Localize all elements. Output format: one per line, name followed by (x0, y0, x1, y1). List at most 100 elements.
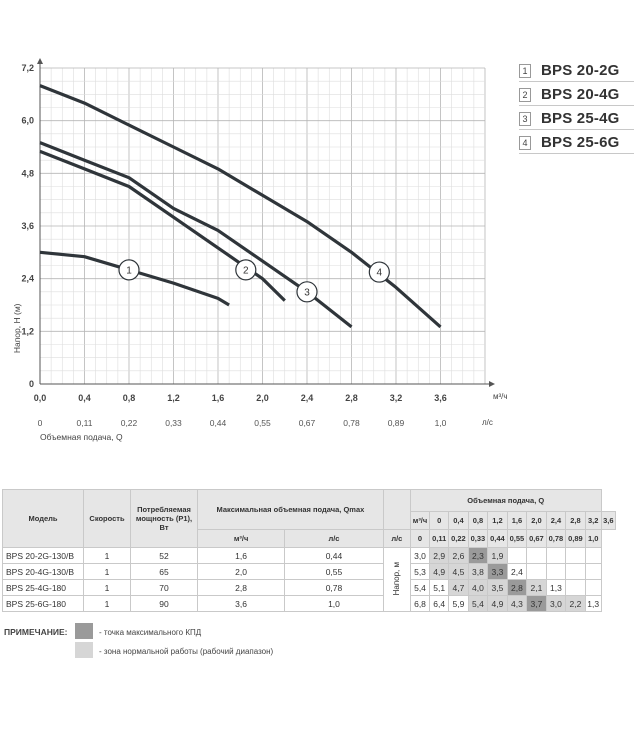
flow-value-ls: 0,22 (448, 529, 469, 548)
x-axis-arrow (489, 381, 495, 387)
y-tick-label: 3,6 (21, 221, 34, 231)
col-model: Модель (2, 489, 84, 548)
head-value-cell (565, 563, 586, 580)
head-value-cell: 3,0 (545, 595, 567, 612)
x-tick-label-ls: 0 (38, 418, 43, 428)
head-value-cell: 2,3 (467, 547, 489, 564)
x-tick-label: 0,0 (34, 393, 47, 403)
head-value-cell: 5,3 (409, 563, 431, 580)
head-value-cell: 5,9 (448, 595, 469, 612)
x-tick-label-ls: 0,78 (343, 418, 360, 428)
y-tick-label: 0 (29, 379, 34, 389)
series-marker-3 (296, 281, 318, 303)
x-tick-label: 3,2 (390, 393, 403, 403)
head-value-cell: 2,9 (429, 547, 450, 564)
power-cell: 70 (130, 579, 198, 596)
head-value-cell: 4,0 (467, 579, 489, 596)
x-tick-label-ls: 0,11 (77, 418, 93, 428)
head-value-cell: 3,8 (467, 563, 489, 580)
head-value-cell: 2,1 (526, 579, 547, 596)
power-cell: 52 (130, 547, 198, 564)
head-value-cell (506, 547, 528, 564)
chart-legend: 1 BPS 20-2G 2 BPS 20-4G 3 BPS 25-4G 4 BPS 25… (519, 60, 634, 156)
x-tick-label: 2,0 (256, 393, 269, 403)
table-row: BPS 25-4G-180 1 70 2,8 0,78 5,4 5,1 4,7 4,0 3,5 2,… (2, 579, 616, 596)
pump-curve-chart: 0 1,2 2,4 3,6 4,8 6,0 7,2 0,0 0,4 0,8 1,2 1,6 2,0 2,4… (12, 58, 508, 442)
spec-table: Модель Скорость Потребляемая мощность (Р… (2, 489, 617, 612)
x-tick-label-ls: 0,22 (121, 418, 138, 428)
x-tick-label-ls: 0,67 (299, 418, 316, 428)
col-power: Потребляемая мощность (Р1), Вт (130, 489, 198, 548)
y-tick-label: 6,0 (21, 116, 34, 126)
qmax-ls-cell: 0,78 (284, 579, 384, 596)
table-row: BPS 20-2G-130/B 1 52 1,6 0,44 Напор, м 3,0 2,9 2… (2, 547, 616, 612)
flow-value-ls: 0 (409, 529, 431, 548)
x-tick-label: 0,8 (123, 393, 136, 403)
note-max-efficiency: - точка максимального КПД (99, 628, 202, 637)
model-cell: BPS 20-4G-130/B (2, 563, 84, 580)
head-value-cell: 3,5 (487, 579, 508, 596)
series-line-1 (39, 250, 230, 307)
flow-value-m3h: 1,6 (506, 511, 528, 530)
head-value-cell (565, 547, 586, 564)
speed-cell: 1 (83, 563, 131, 580)
note-normal-zone: - зона нормальной работы (рабочий диапаз… (99, 647, 274, 656)
head-value-cell: 4,9 (429, 563, 450, 580)
flow-value-ls: 0,55 (506, 529, 528, 548)
qmax-ls-cell: 0,44 (284, 547, 384, 564)
head-value-cell: 1,3 (584, 595, 602, 612)
head-label-cell: Напор, м (382, 547, 411, 612)
model-cell: BPS 20-2G-130/B (2, 547, 84, 564)
y-axis-arrow (37, 58, 43, 64)
x-tick-label-ls: 0,44 (210, 418, 227, 428)
head-value-cell: 4,5 (448, 563, 469, 580)
head-value-cell (584, 579, 602, 596)
head-label: Напор, м (392, 561, 402, 596)
head-value-cell (545, 547, 567, 564)
head-value-cell: 3,3 (487, 563, 508, 580)
head-value-cell (545, 563, 567, 580)
y-tick-label: 2,4 (21, 274, 34, 284)
head-value-cell (526, 547, 547, 564)
speed-cell: 1 (83, 579, 131, 596)
x-unit-label: м³/ч (493, 392, 508, 401)
series-marker-2 (235, 259, 257, 281)
qmax-m3h-cell: 2,0 (196, 563, 286, 580)
flow-unit-m3h: м³/ч (409, 511, 431, 530)
qmax-m3h-cell: 2,8 (196, 579, 286, 596)
head-value-cell (584, 547, 602, 564)
flow-value-ls: 1,0 (584, 529, 602, 548)
head-value-cell: 1,3 (545, 579, 567, 596)
flow-value-m3h: 0 (429, 511, 450, 530)
x-tick-label: 0,4 (78, 393, 91, 403)
y-axis-title: Напор, H (м) (12, 303, 22, 353)
model-cell: BPS 25-6G-180 (2, 595, 84, 612)
series-marker-label: 1 (126, 265, 132, 276)
flow-value-ls: 0,78 (545, 529, 567, 548)
flow-unit-ls: л/с (382, 529, 411, 548)
flow-value-m3h: 2,4 (545, 511, 567, 530)
flow-value-ls: 0,44 (487, 529, 508, 548)
x-tick-label: 1,6 (212, 393, 225, 403)
flow-value-m3h: 1,2 (487, 511, 508, 530)
y-tick-label: 7,2 (21, 63, 34, 73)
head-value-cell (584, 563, 602, 580)
head-value-cell: 5,4 (467, 595, 489, 612)
flow-value-m3h: 2,8 (565, 511, 586, 530)
qmax-m3h-cell: 1,6 (196, 547, 286, 564)
series-line-2 (39, 149, 286, 302)
flow-value-ls: 0,33 (467, 529, 489, 548)
flow-value-m3h: 0,4 (448, 511, 469, 530)
model-cell: BPS 25-4G-180 (2, 579, 84, 596)
table-row: BPS 25-6G-180 1 90 3,6 1,0 6,8 6,4 5,9 5,4 4,9 4,3… (2, 595, 616, 612)
col-flow: Объемная подача, Q (409, 489, 602, 512)
head-value-cell: 2,4 (506, 563, 528, 580)
series-marker-4 (368, 261, 390, 283)
y-tick-label: 4,8 (21, 168, 34, 178)
head-value-cell (565, 579, 586, 596)
head-value-cell: 5,4 (409, 579, 431, 596)
series-marker-label: 3 (304, 287, 310, 298)
flow-value-m3h: 3,6 (600, 511, 617, 530)
swatch-normal-zone (75, 642, 93, 658)
x-tick-label-ls: 0,33 (165, 418, 182, 428)
